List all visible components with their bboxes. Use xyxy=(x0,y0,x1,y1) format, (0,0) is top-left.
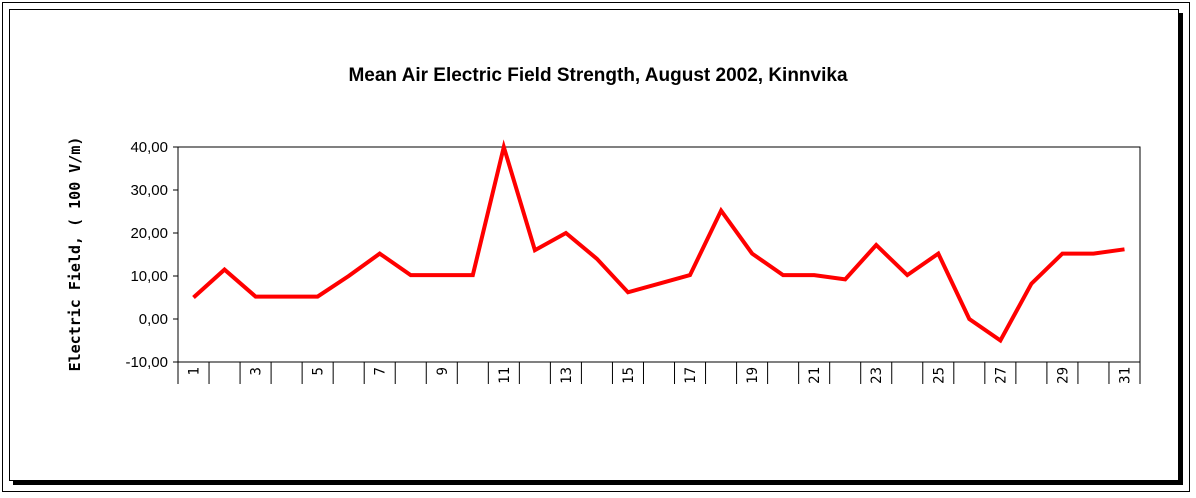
x-tick-label: 7 xyxy=(373,367,389,375)
y-tick-label: 0,00 xyxy=(139,311,168,328)
x-tick-label: 17 xyxy=(683,367,699,384)
x-tick-label: 21 xyxy=(807,367,823,384)
y-axis-label: Electric Field, ( 100 V/m) xyxy=(66,137,84,372)
outer-frame xyxy=(2,2,1190,492)
chart-title: Mean Air Electric Field Strength, August… xyxy=(348,65,847,86)
x-tick-label: 19 xyxy=(745,367,761,384)
y-tick-label: 10,00 xyxy=(130,268,168,285)
x-tick-label: 29 xyxy=(1055,367,1071,384)
x-tick-label: 27 xyxy=(993,367,1009,384)
x-tick-label: 3 xyxy=(249,367,265,375)
y-tick-label: 20,00 xyxy=(130,225,168,242)
y-tick-label: 40,00 xyxy=(130,139,168,156)
x-tick-label: 11 xyxy=(497,367,513,384)
x-tick-label: 25 xyxy=(931,367,947,384)
series-line xyxy=(192,139,1125,344)
x-tick-label: 13 xyxy=(559,367,575,384)
x-axis: 1 3 5 7 9 11 13 15 17 19 21 23 25 27 29 31 xyxy=(177,362,1141,384)
x-tick-label: 31 xyxy=(1117,367,1133,384)
x-tick-label: 15 xyxy=(621,367,637,384)
y-axis: -10,00 0,00 10,00 20,00 30,00 40,00 xyxy=(125,139,178,371)
x-tick-label: 1 xyxy=(187,367,203,375)
y-tick-label: -10,00 xyxy=(125,354,168,371)
series-group xyxy=(192,139,1125,344)
plot-area xyxy=(177,146,1141,363)
x-tick-label: 5 xyxy=(311,367,327,375)
x-tick-label: 23 xyxy=(869,367,885,384)
x-tick-label: 9 xyxy=(435,367,451,375)
y-tick-label: 30,00 xyxy=(130,182,168,199)
